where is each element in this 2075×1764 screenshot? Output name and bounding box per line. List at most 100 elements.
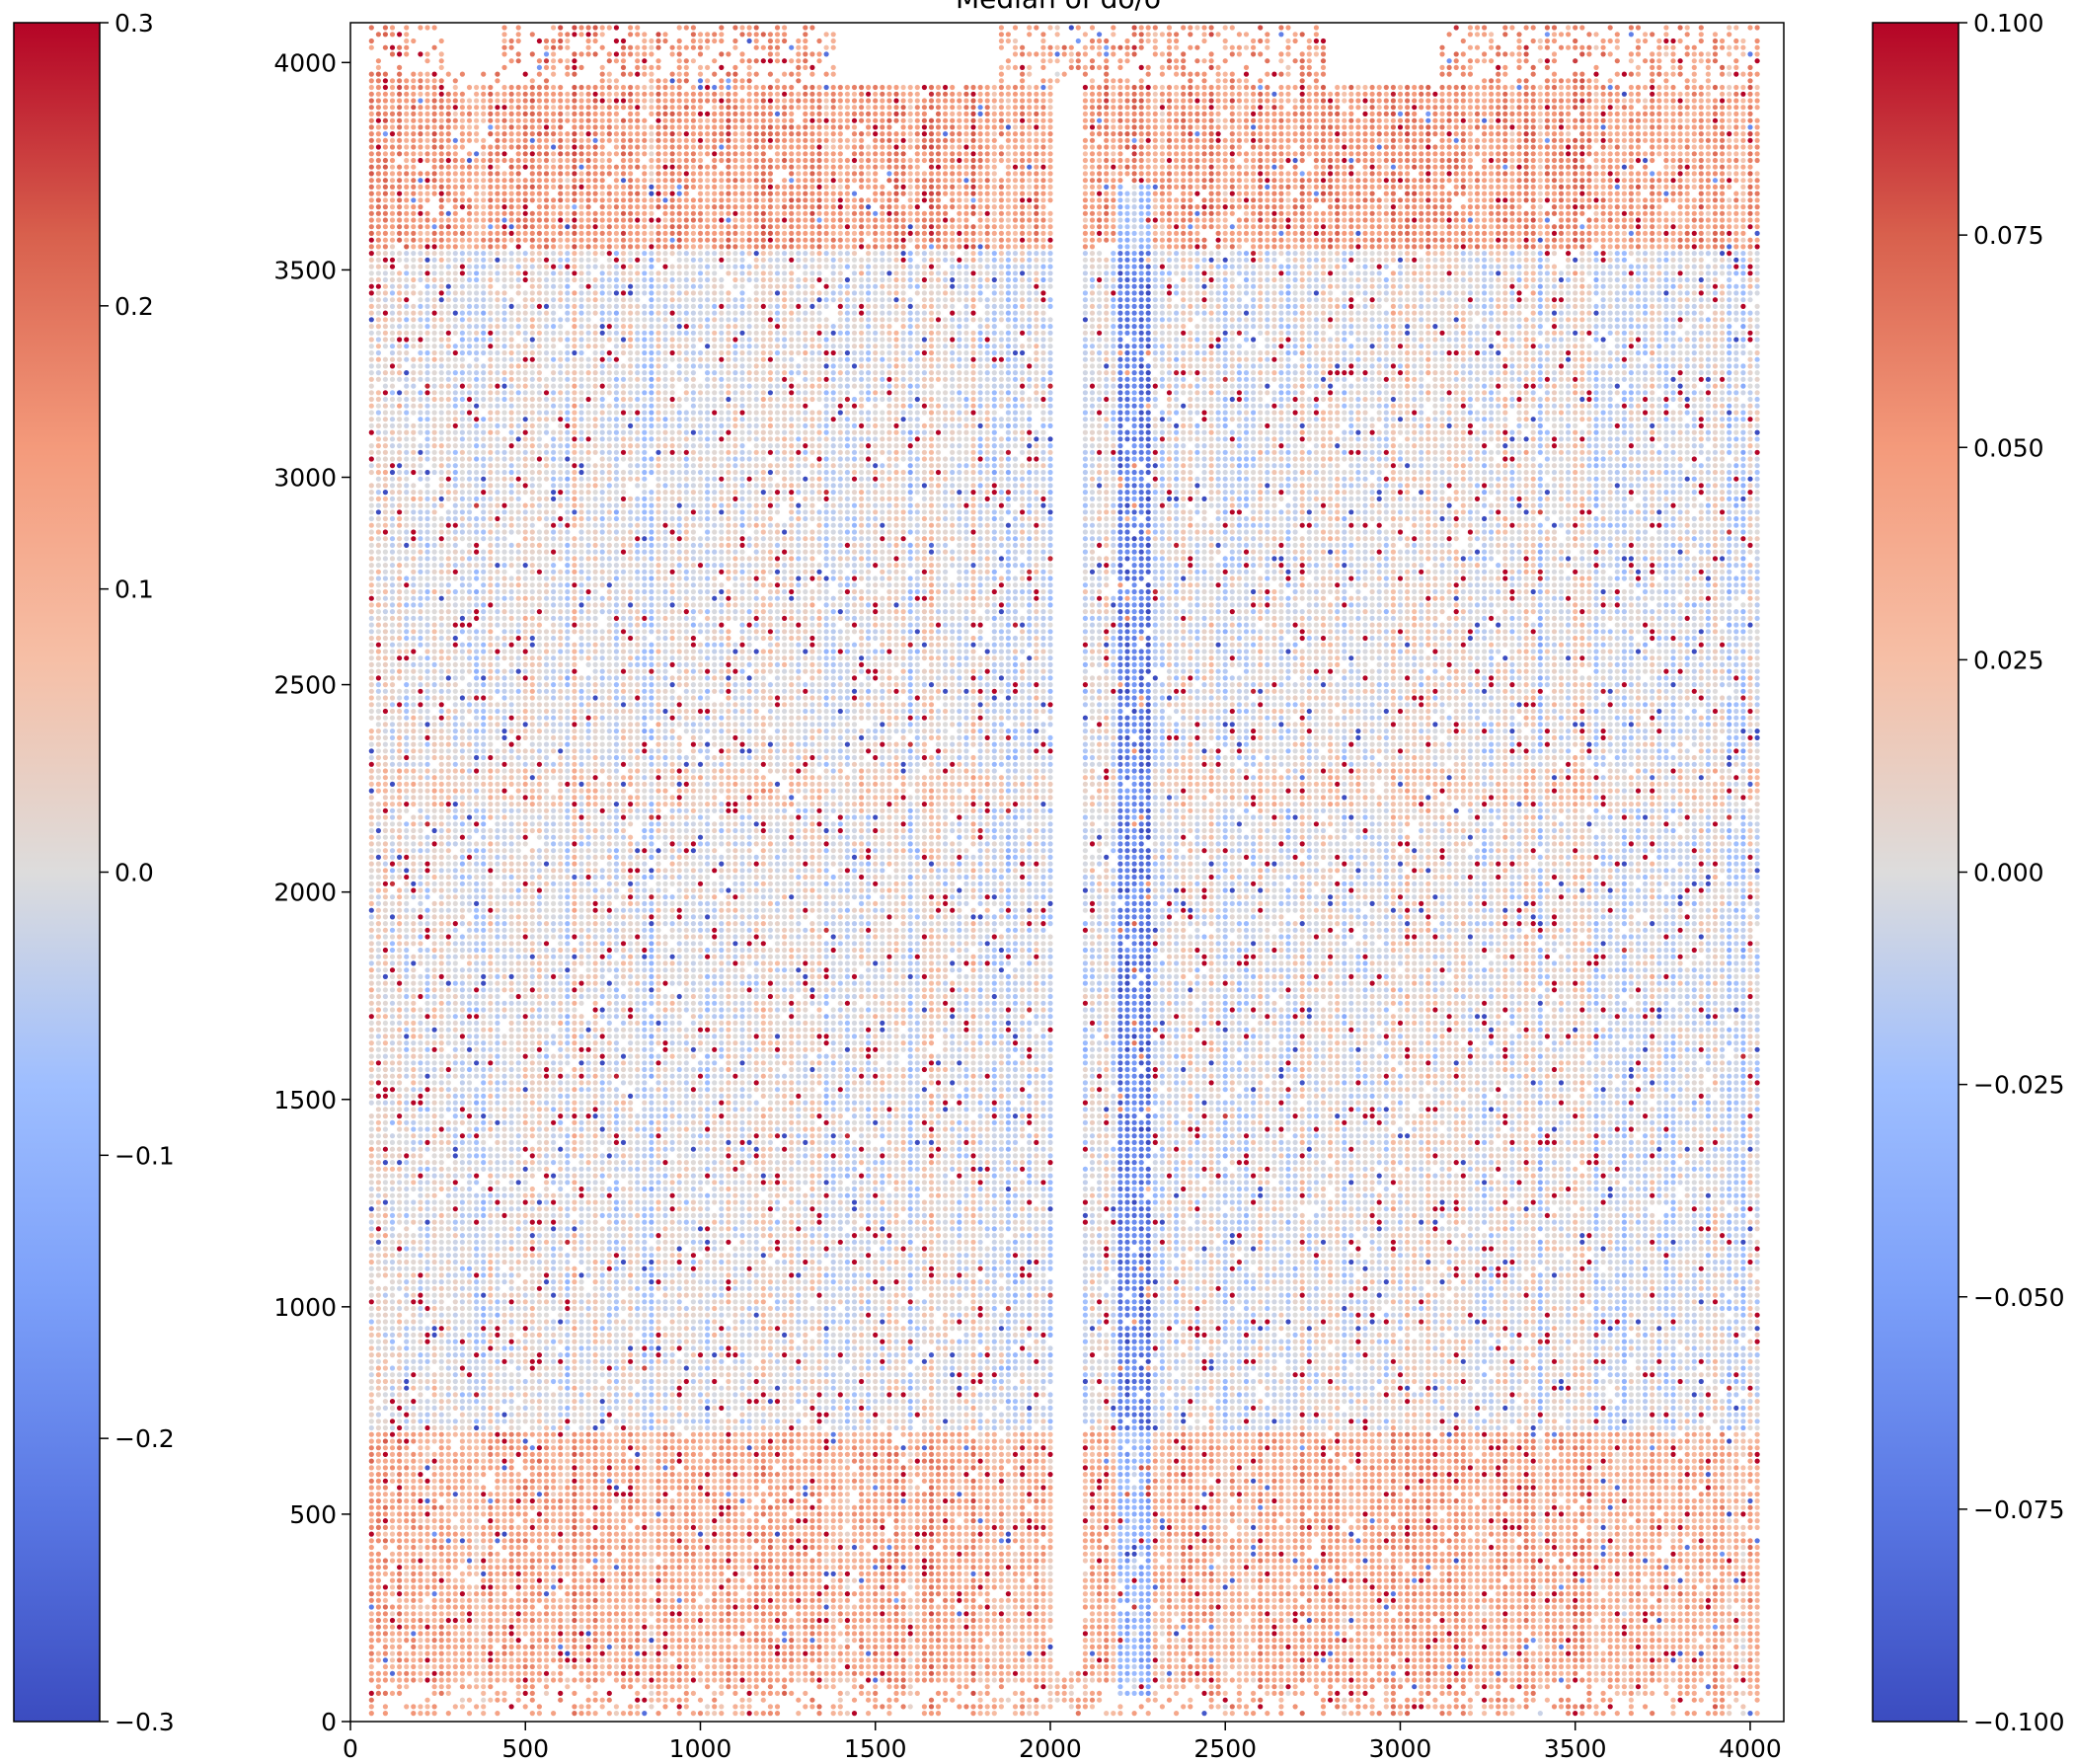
scatter-point <box>383 914 388 919</box>
scatter-point <box>404 430 409 435</box>
scatter-point <box>432 1272 437 1277</box>
scatter-point <box>418 1226 423 1231</box>
scatter-point <box>453 105 458 110</box>
scatter-point <box>376 1233 381 1238</box>
scatter-point <box>376 808 381 813</box>
scatter-point <box>418 1094 423 1099</box>
scatter-point <box>424 1372 429 1377</box>
scatter-point <box>453 1532 458 1537</box>
scatter-point <box>369 709 374 714</box>
scatter-point <box>418 224 423 229</box>
scatter-point <box>446 960 451 965</box>
scatter-point <box>390 1260 395 1265</box>
scatter-point <box>446 1107 451 1112</box>
scatter-point <box>424 324 429 329</box>
scatter-point <box>411 1213 416 1218</box>
scatter-point <box>390 344 395 348</box>
scatter-point <box>424 636 429 641</box>
scatter-point <box>376 1591 381 1596</box>
scatter-point <box>376 1518 381 1523</box>
scatter-point <box>424 655 429 660</box>
scatter-point <box>397 1094 402 1099</box>
scatter-point <box>383 131 388 136</box>
scatter-point <box>383 1352 388 1357</box>
scatter-point <box>404 1220 409 1225</box>
scatter-point <box>418 1113 423 1118</box>
scatter-point <box>376 1525 381 1530</box>
scatter-point <box>453 1306 458 1311</box>
scatter-point <box>424 1498 429 1503</box>
scatter-point <box>439 1485 444 1490</box>
scatter-point <box>439 290 444 295</box>
scatter-point <box>453 1107 458 1112</box>
scatter-point <box>453 589 458 594</box>
scatter-point <box>397 609 402 614</box>
scatter-point <box>446 550 451 555</box>
scatter-point <box>369 662 374 667</box>
scatter-point <box>369 251 374 256</box>
scatter-point <box>439 908 444 913</box>
scatter-point <box>432 1518 437 1523</box>
scatter-point <box>397 848 402 853</box>
scatter-point <box>446 1618 451 1623</box>
scatter-point <box>446 981 451 986</box>
scatter-point <box>432 277 437 282</box>
scatter-point <box>411 602 416 607</box>
scatter-point <box>411 363 416 368</box>
scatter-point <box>432 523 437 528</box>
scatter-point <box>453 675 458 680</box>
scatter-point <box>369 171 374 176</box>
left-colorbar-ticks: −0.3−0.2−0.10.00.10.20.3 <box>100 9 175 1736</box>
scatter-point <box>404 762 409 767</box>
scatter-point <box>376 1107 381 1112</box>
scatter-point <box>453 470 458 475</box>
scatter-point <box>424 589 429 594</box>
scatter-point <box>383 1187 388 1191</box>
scatter-point <box>390 914 395 919</box>
scatter-point <box>439 1047 444 1052</box>
scatter-point <box>411 1133 416 1138</box>
scatter-point <box>411 536 416 541</box>
scatter-point <box>446 875 451 880</box>
scatter-point <box>411 1007 416 1012</box>
scatter-point <box>446 563 451 568</box>
scatter-point <box>424 144 429 149</box>
scatter-point <box>446 1153 451 1158</box>
scatter-point <box>446 775 451 780</box>
scatter-point <box>439 410 444 415</box>
scatter-point <box>432 835 437 840</box>
scatter-point <box>446 1664 451 1669</box>
scatter-point <box>439 1598 444 1603</box>
scatter-point <box>404 1578 409 1583</box>
scatter-point <box>418 1625 423 1630</box>
scatter-point <box>390 277 395 282</box>
scatter-point <box>424 529 429 534</box>
scatter-point <box>446 124 451 129</box>
scatter-point <box>404 1438 409 1443</box>
scatter-point <box>453 357 458 362</box>
scatter-point <box>460 1638 465 1643</box>
scatter-point <box>418 217 423 222</box>
scatter-point <box>390 636 395 641</box>
scatter-point <box>432 436 437 441</box>
scatter-point <box>383 755 388 760</box>
scatter-point <box>390 1220 395 1225</box>
scatter-point <box>404 709 409 714</box>
scatter-point <box>404 1260 409 1265</box>
scatter-point <box>390 1425 395 1430</box>
scatter-point <box>411 497 416 501</box>
scatter-point <box>418 350 423 355</box>
scatter-point <box>424 1047 429 1052</box>
scatter-point <box>390 1465 395 1470</box>
scatter-point <box>397 582 402 587</box>
scatter-point <box>424 1671 429 1676</box>
scatter-point <box>376 490 381 495</box>
scatter-point <box>383 317 388 322</box>
scatter-point <box>439 1133 444 1138</box>
scatter-point <box>453 649 458 653</box>
scatter-point <box>432 1160 437 1165</box>
scatter-point <box>383 470 388 475</box>
scatter-point <box>369 1525 374 1530</box>
scatter-point <box>460 1372 465 1377</box>
scatter-point <box>453 363 458 368</box>
